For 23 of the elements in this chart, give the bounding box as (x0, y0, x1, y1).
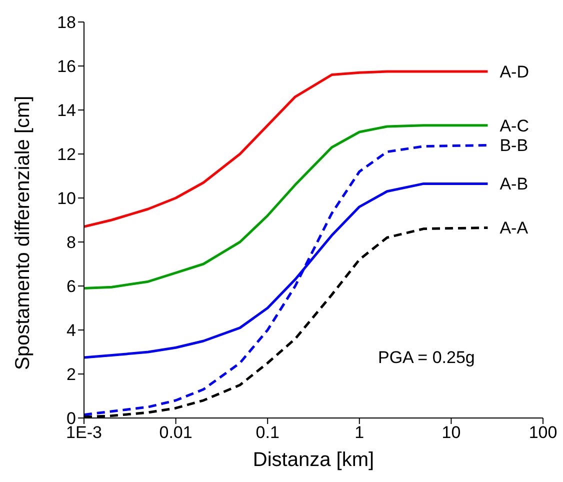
y-tick-label: 14 (57, 101, 76, 120)
y-tick-label: 8 (66, 233, 76, 252)
series-label: B-B (500, 136, 528, 156)
x-tick-label: 1E-3 (66, 423, 102, 442)
y-axis-title: Spostamento differenziale [cm] (12, 96, 34, 370)
series-label: A-C (500, 116, 530, 136)
x-tick-label: 0.1 (256, 423, 280, 442)
y-tick-label: 2 (66, 365, 76, 384)
x-tick-label: 1 (354, 423, 364, 442)
x-tick-label: 100 (528, 423, 558, 442)
y-tick-label: 16 (57, 57, 76, 76)
y-tick-label: 10 (57, 189, 76, 208)
y-tick-label: 4 (66, 321, 76, 340)
series-label: A-B (500, 174, 528, 194)
x-axis-title: Distanza [km] (252, 449, 374, 471)
series-label: A-D (500, 62, 530, 82)
x-tick-label: 0.01 (159, 423, 192, 442)
annotation: PGA = 0.25g (378, 348, 475, 368)
y-tick-label: 6 (66, 277, 76, 296)
series-label: A-A (500, 218, 529, 238)
y-tick-label: 18 (57, 13, 76, 32)
y-tick-label: 12 (57, 145, 76, 164)
x-tick-label: 10 (442, 423, 461, 442)
